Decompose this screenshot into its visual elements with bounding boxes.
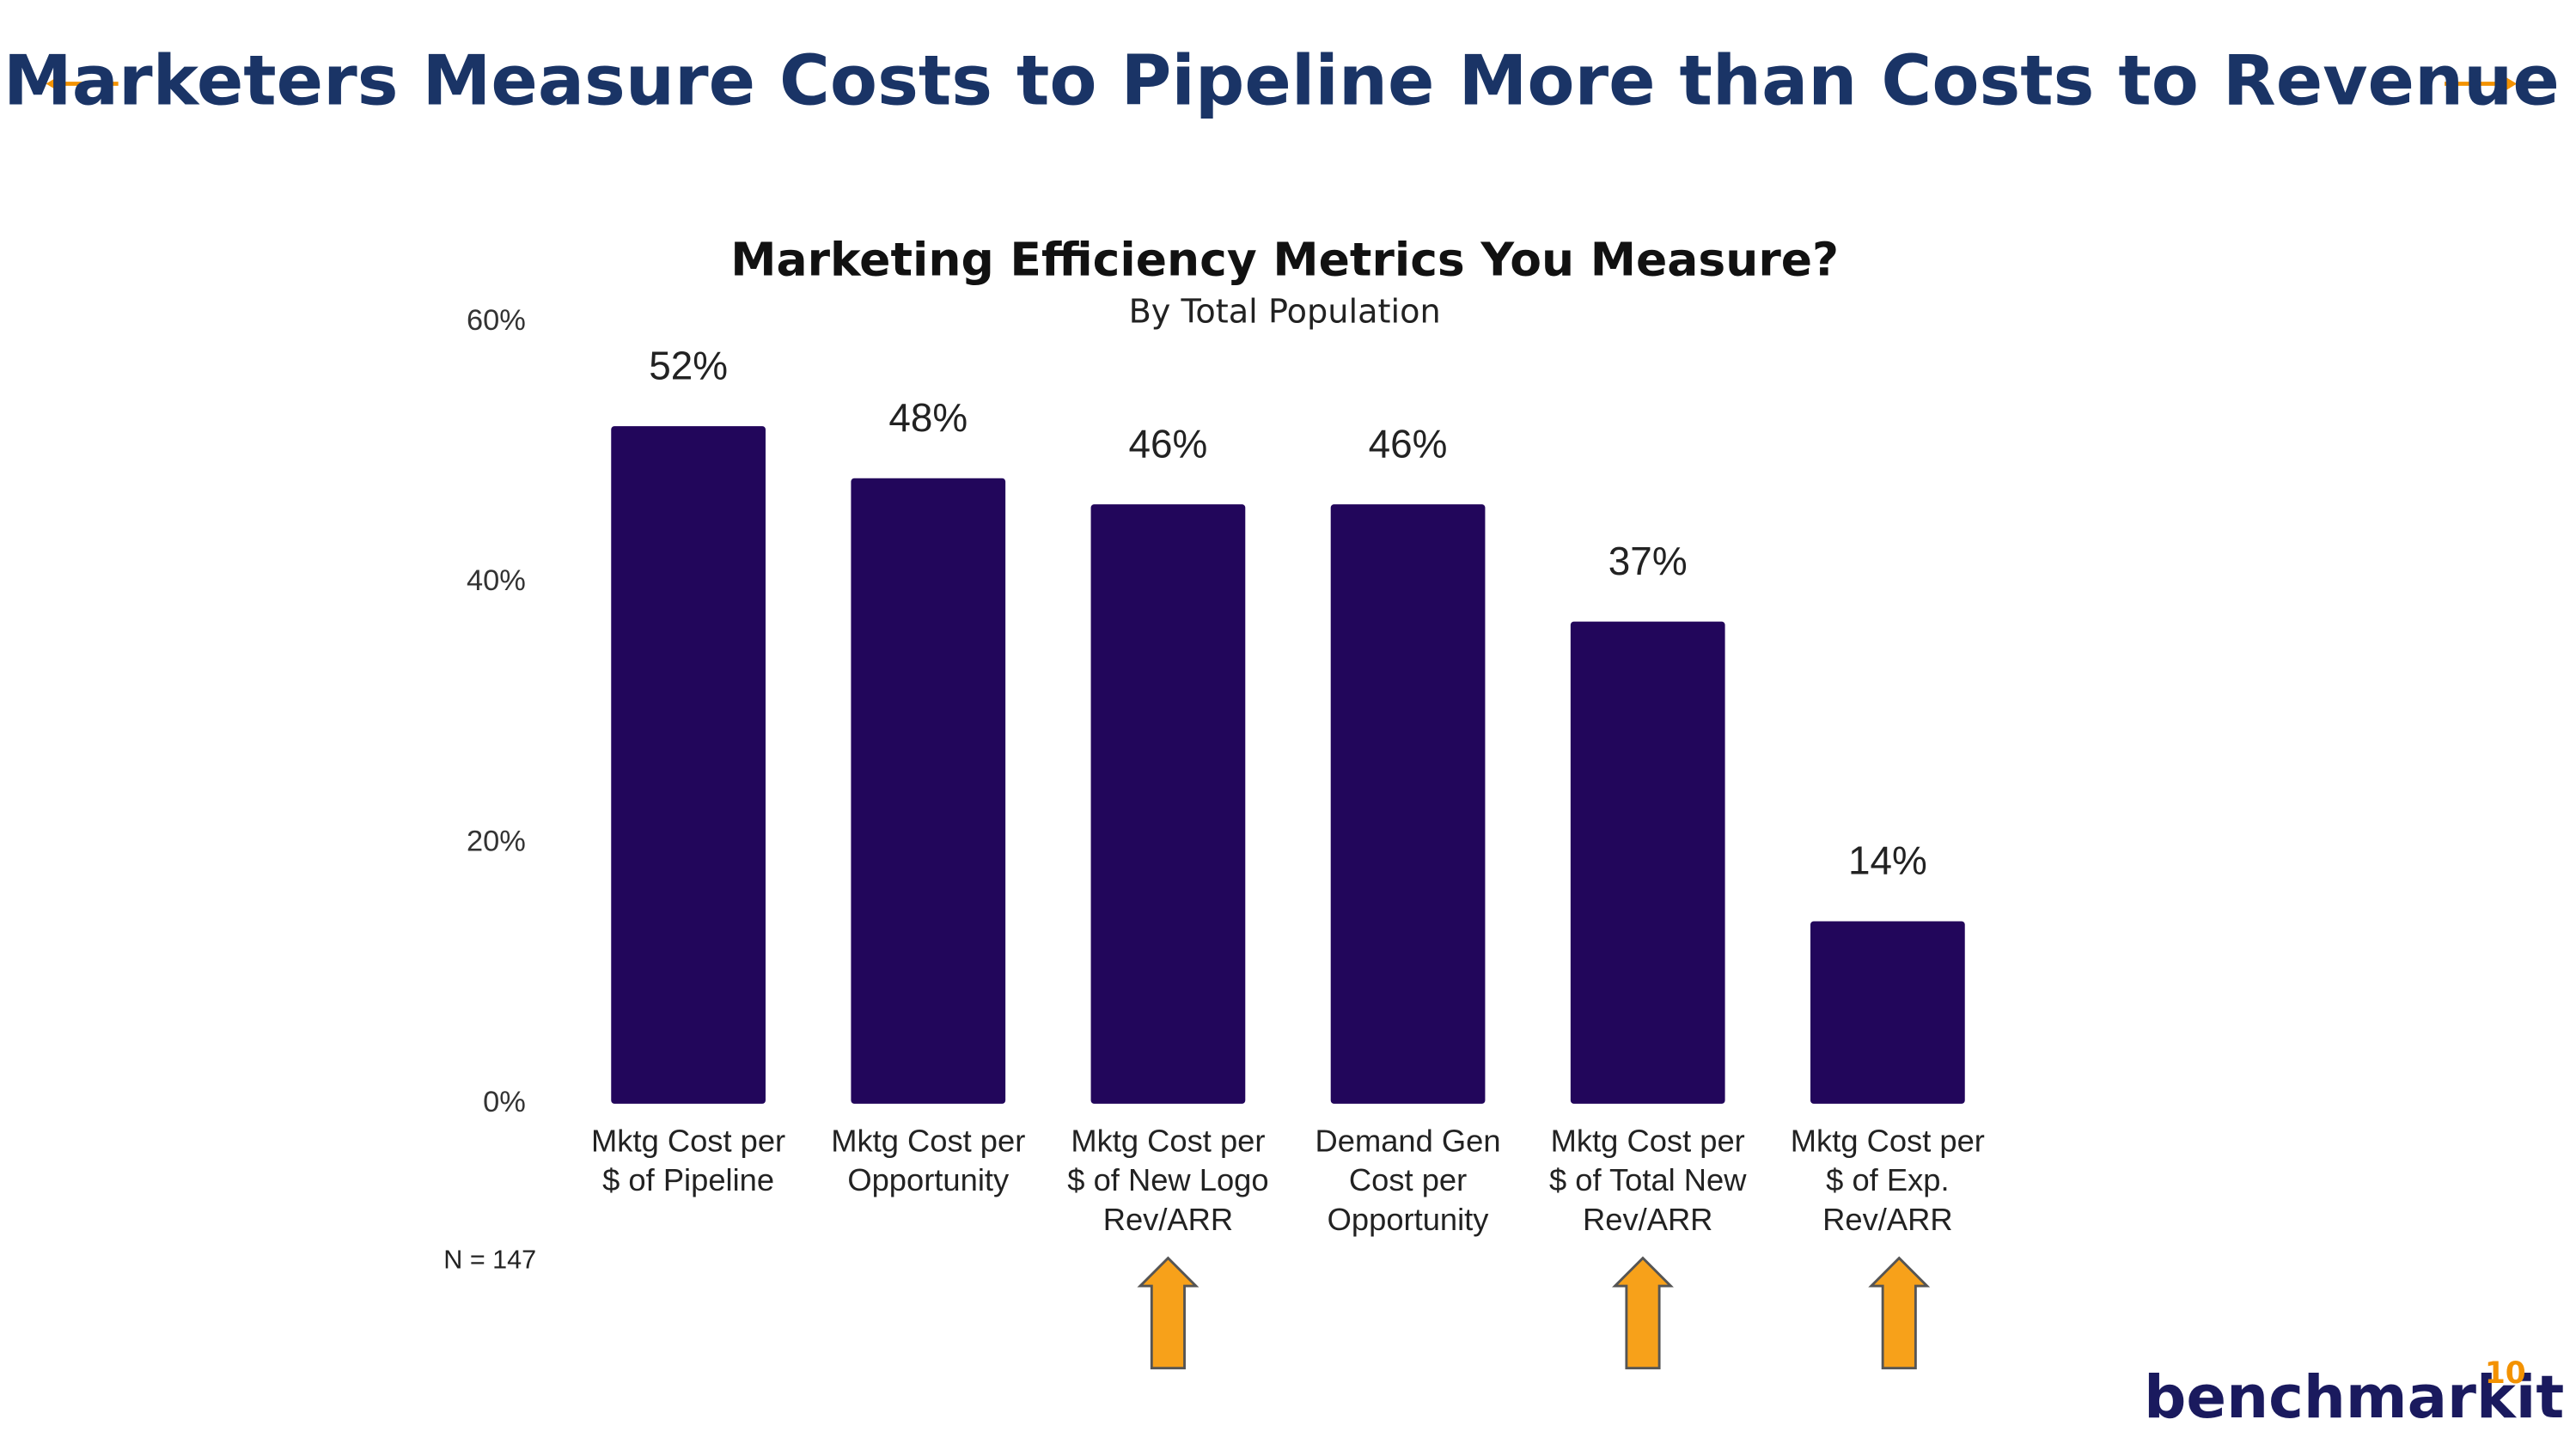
highlight-arrow [1137, 1256, 1931, 1370]
value-label: 46% [1369, 421, 1448, 466]
x-tick-label: Mktg Cost per Opportunity [831, 1124, 1026, 1199]
page-title: Marketers Measure Costs to Pipeline More… [3, 40, 2560, 120]
bar [611, 426, 766, 1104]
bar [1570, 621, 1725, 1104]
title-arrow [46, 74, 2518, 94]
page-number: 10 [2485, 1356, 2526, 1391]
value-label: 52% [649, 343, 728, 387]
x-tick-label: Mktg Cost per $ of Total New Rev/ARR [1548, 1124, 1747, 1239]
x-tick-label: Mktg Cost per $ of Pipeline [591, 1124, 786, 1199]
chart-title: Marketing Efficiency Metrics You Measure… [730, 233, 1839, 287]
logo: benchmarkit [2144, 1363, 2564, 1432]
bar [1810, 921, 1965, 1104]
x-tick-label: Demand Gen Cost per Opportunity [1315, 1124, 1501, 1239]
y-tick-label: 0% [483, 1086, 526, 1118]
bar [1330, 504, 1486, 1104]
value-label: 48% [888, 395, 968, 440]
y-tick-label: 40% [467, 564, 526, 597]
value-label: 46% [1129, 421, 1208, 466]
value-label: 37% [1608, 539, 1688, 583]
x-tick-label: Mktg Cost per $ of Exp. Rev/ARR [1790, 1124, 1985, 1239]
sample-note: N = 147 [443, 1245, 536, 1274]
x-tick-label: Mktg Cost per $ of New Logo Rev/ARR [1067, 1124, 1269, 1239]
bar [1090, 504, 1246, 1104]
bar [851, 478, 1006, 1104]
value-label: 14% [1848, 838, 1927, 883]
chart-subtitle: By Total Population [1129, 294, 1441, 332]
y-tick-label: 20% [467, 826, 526, 858]
y-tick-label: 60% [467, 304, 526, 337]
